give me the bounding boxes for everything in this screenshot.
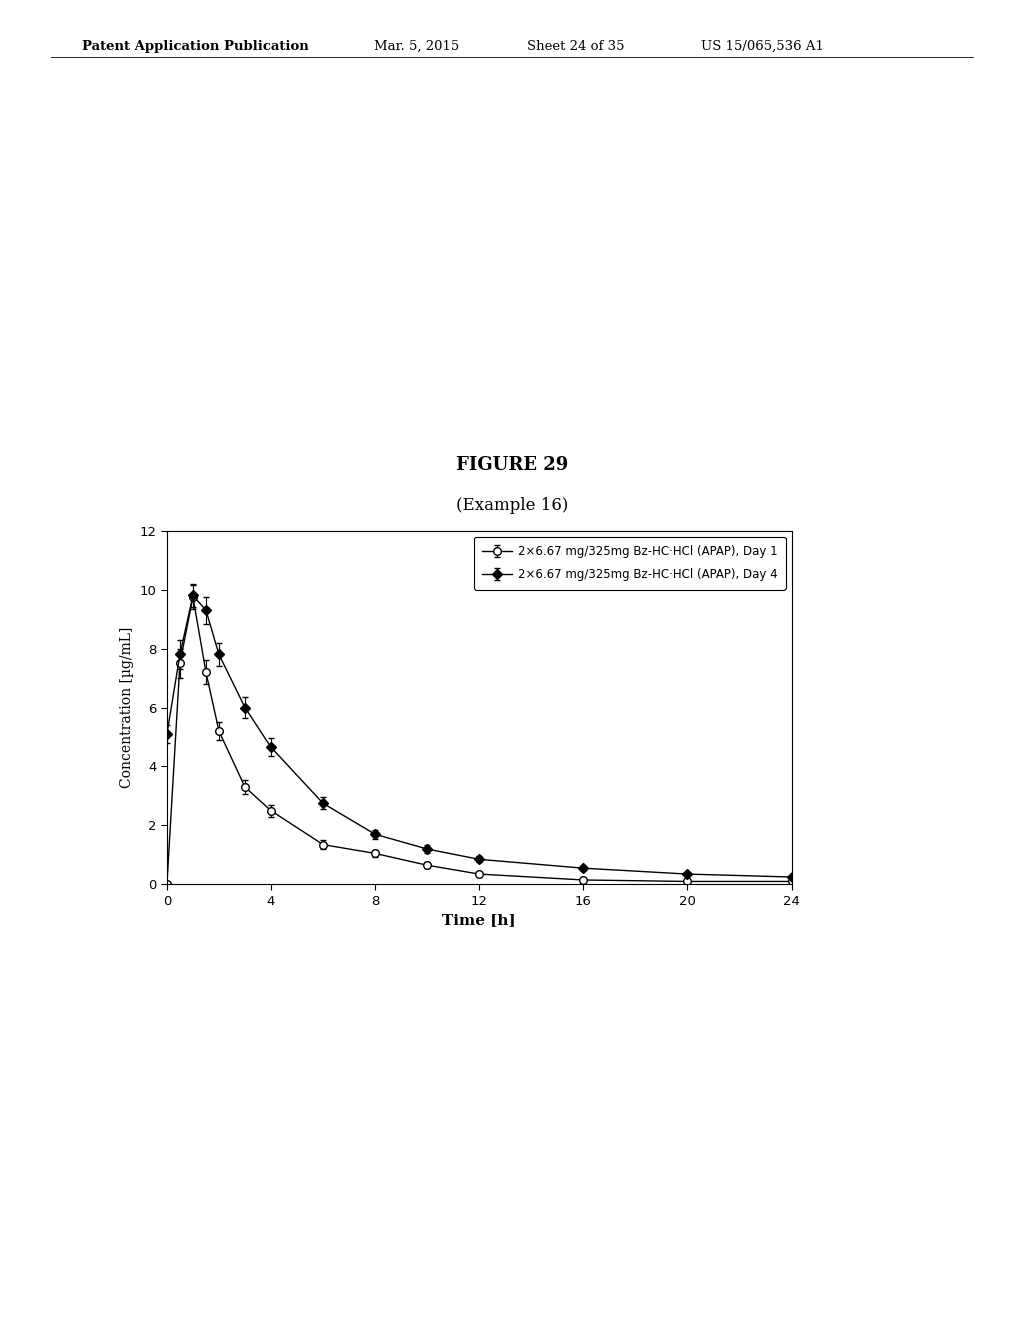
Y-axis label: Concentration [µg/mL]: Concentration [µg/mL] (120, 627, 134, 788)
Text: Patent Application Publication: Patent Application Publication (82, 40, 308, 53)
Text: (Example 16): (Example 16) (456, 498, 568, 513)
Text: US 15/065,536 A1: US 15/065,536 A1 (701, 40, 824, 53)
Text: FIGURE 29: FIGURE 29 (456, 455, 568, 474)
X-axis label: Time [h]: Time [h] (442, 913, 516, 928)
Text: Mar. 5, 2015: Mar. 5, 2015 (374, 40, 459, 53)
Text: Sheet 24 of 35: Sheet 24 of 35 (527, 40, 625, 53)
Legend: 2×6.67 mg/325mg Bz-HC·HCl (APAP), Day 1, 2×6.67 mg/325mg Bz-HC·HCl (APAP), Day 4: 2×6.67 mg/325mg Bz-HC·HCl (APAP), Day 1,… (474, 536, 785, 590)
